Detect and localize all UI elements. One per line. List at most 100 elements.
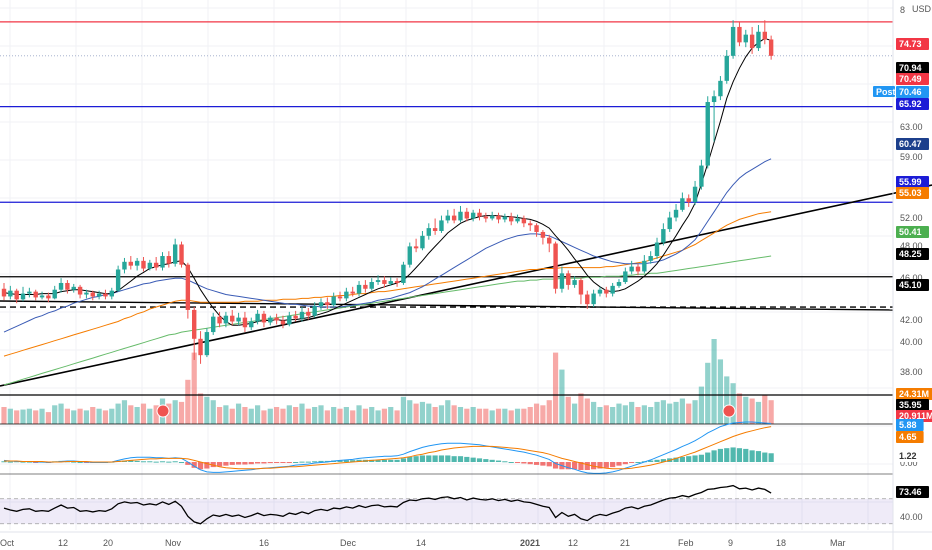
macd-histogram-bar [768,453,774,462]
volume-bar [134,407,140,424]
price-tag: 50.41 [896,226,929,238]
volume-bar [255,405,261,424]
volume-bar [299,403,305,424]
macd-histogram-bar [711,450,717,462]
x-tick-label: 20 [103,538,113,548]
volume-bar [20,409,26,424]
macd-histogram-bar [242,462,248,465]
volume-bar [565,396,571,424]
macd-histogram-bar [762,452,768,462]
candle-body [667,217,672,230]
macd-histogram-bar [147,461,153,463]
macd-histogram-bar [255,462,261,464]
macd-histogram-bar [388,459,394,462]
macd-histogram-bar [172,461,178,463]
candle-body [198,338,203,356]
volume-bar [153,405,159,424]
x-tick-label: Mar [830,538,846,548]
volume-bar [52,405,58,424]
volume-bar [7,408,13,424]
volume-bar [71,410,77,424]
volume-bar [629,401,635,424]
macd-histogram-bar [413,456,419,462]
price-tag-label: 70.49 [899,74,922,84]
candle-body [768,39,774,56]
macd-histogram-bar [356,459,362,462]
candle-body [547,237,552,244]
macd-histogram-bar [267,462,273,464]
price-tag-bg [896,388,932,400]
volume-bar [413,403,419,424]
volume-bar [388,407,394,424]
price-tag-label: 1.22 [899,451,917,461]
macd-histogram-bar [248,462,254,465]
price-tag-label: 24.31M [899,389,929,399]
macd-histogram-bar [235,462,242,465]
volume-bar [362,408,368,424]
volume-bar [248,408,254,424]
candle-body [287,315,292,325]
volume-bar [616,403,622,424]
x-tick-label: 9 [728,538,733,548]
candle-body [318,302,324,307]
macd-signal-line [4,426,772,470]
price-tag: 20.911M [896,410,932,422]
volume-bar [591,401,597,424]
macd-histogram-bar [495,460,502,462]
macd-pane [0,421,893,475]
price-tag: Post 70.46 [873,86,929,98]
price-tag-bg [896,138,929,150]
macd-histogram-bar [178,462,185,463]
volume-bar [464,408,470,424]
rsi-line [3,484,772,525]
macd-histogram-bar [419,455,426,462]
volume-bar [457,407,464,424]
volume-bar [45,412,51,424]
macd-histogram-bar [369,459,375,462]
y-tick-label: 40.00 [900,512,923,522]
x-tick-label: 2021 [520,538,540,548]
volume-bar [223,405,229,424]
macd-histogram-bar [660,459,666,462]
macd-histogram-bar [629,462,635,463]
price-tag: 48.25 [896,248,929,260]
candle-body [724,55,729,81]
candle-body [204,332,210,356]
candle-body [566,273,571,285]
candle-body [451,215,457,221]
candle-body [749,34,755,49]
macd-histogram-bar [698,454,704,462]
candle-body [375,280,381,283]
volume-bar [476,408,483,424]
candle-body [597,289,603,294]
candle-body [578,280,584,295]
macd-histogram-bar [597,462,603,469]
volume-bar [318,405,324,424]
price-tag-label: 35.95 [899,400,922,410]
macd-histogram-bar [527,462,533,465]
candle-body [109,290,114,297]
volume-bar [654,401,660,424]
macd-histogram-bar [635,462,641,463]
macd-histogram-bar [375,459,381,462]
price-tag: 74.73 [896,38,929,50]
macd-histogram-bar [755,451,762,462]
x-tick-label: 12 [58,538,68,548]
macd-histogram-bar [204,462,210,469]
volume-bar [109,408,115,424]
candlestick-series[interactable] [1,20,774,364]
candle-body [128,261,133,266]
price-tag: 55.99 [896,176,929,188]
volume-bar [686,403,692,424]
price-tag: 73.46 [896,486,929,498]
macd-histogram-bar [153,461,159,463]
macd-histogram-bar [502,461,508,463]
volume-bar [1,407,7,424]
macd-histogram-bar [7,461,13,463]
volume-bar [502,408,508,424]
macd-histogram-bar [616,462,622,466]
macd-histogram-bar [312,461,318,463]
candle-body [401,264,406,283]
candle-body [337,296,343,299]
